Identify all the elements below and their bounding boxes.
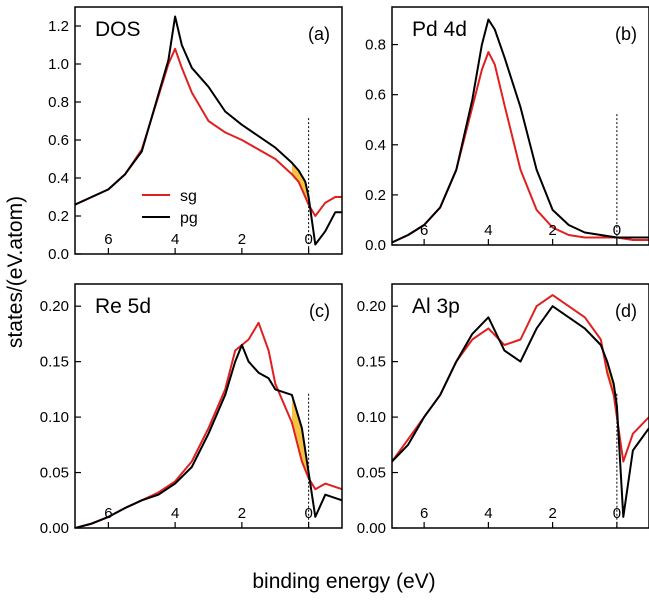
y-tick-label: 0.15 [40,354,69,371]
legend: sg pg [142,188,198,227]
x-tick-label: 6 [420,222,428,239]
y-tick-label: 0.15 [357,354,386,371]
x-tick-label: 4 [484,505,492,522]
x-tick-label: 0 [304,231,312,248]
x-tick-label: 6 [104,231,112,248]
panel-title: Re 5d [95,295,151,318]
y-tick-label: 0.10 [357,409,386,426]
x-tick-label: 0 [613,505,621,522]
x-tick-label: 0 [613,222,621,239]
series-line-pg [392,305,649,518]
legend-label-pg: pg [180,210,198,227]
y-tick-label: 0.00 [357,520,386,537]
y-tick-label: 1.0 [48,56,69,73]
y-tick-label: 0.05 [357,465,386,482]
x-tick-label: 6 [104,505,112,522]
panels: 6 4 2 0 0.0 0.2 0.4 0.6 0.8 1.0 1.2 DOS (a) 6 4 2 0 0.0 0.… [40,6,649,537]
panel-letter: (d) [615,301,637,321]
plot-frame [391,6,649,246]
series-line-pg [75,15,342,246]
panel-letter: (b) [615,24,637,44]
panel-title: DOS [95,18,141,41]
plot-frame [74,283,343,529]
y-tick-label: 0.4 [365,137,386,154]
y-tick-label: 0.8 [48,94,69,111]
series-line-sg [75,47,342,217]
plot-frame [74,6,343,255]
y-tick-label: 0.05 [40,465,69,482]
y-tick-label: 0.2 [48,208,69,225]
panel-b: 6 4 2 0 0.0 0.2 0.4 0.6 0.8 Pd 4d (b) [365,6,649,254]
panel-c: 6 4 2 0 0.00 0.05 0.10 0.15 0.20 Re 5d (c) [40,283,343,537]
x-tick-label: 2 [238,505,246,522]
y-tick-label: 0.20 [40,298,69,315]
series-line-pg [392,18,649,244]
plot-frame [391,283,649,529]
x-tick-label: 2 [548,505,556,522]
y-axis-title: states/(eV.atom) [4,196,27,348]
series-line-pg [75,344,342,528]
panel-letter: (c) [309,301,330,321]
y-tick-label: 0.4 [48,170,69,187]
x-tick-label: 2 [548,222,556,239]
panel-d: 6 4 2 0 0.00 0.05 0.10 0.15 0.20 Al 3p (d) [357,283,649,537]
panel-title: Pd 4d [412,18,467,41]
series-line-sg [392,51,649,244]
panel-a: 6 4 2 0 0.0 0.2 0.4 0.6 0.8 1.0 1.2 DOS (a) [48,6,343,263]
y-tick-label: 0.6 [48,132,69,149]
y-tick-label: 0.00 [40,520,69,537]
y-tick-label: 0.0 [48,246,69,263]
x-tick-label: 4 [171,231,179,248]
panel-title: Al 3p [412,295,460,318]
y-tick-label: 0.0 [365,237,386,254]
y-tick-label: 0.10 [40,409,69,426]
x-tick-label: 4 [171,505,179,522]
panel-letter: (a) [308,24,330,44]
x-tick-label: 4 [484,222,492,239]
x-tick-label: 0 [304,505,312,522]
y-tick-label: 1.2 [48,18,69,35]
y-tick-label: 0.20 [357,298,386,315]
y-tick-label: 0.6 [365,87,386,104]
y-tick-label: 0.2 [365,187,386,204]
y-tick-label: 0.8 [365,37,386,54]
difference-fill [291,394,309,479]
x-tick-label: 2 [238,231,246,248]
x-tick-label: 6 [420,505,428,522]
legend-label-sg: sg [180,188,197,205]
x-axis-title: binding energy (eV) [252,570,435,593]
